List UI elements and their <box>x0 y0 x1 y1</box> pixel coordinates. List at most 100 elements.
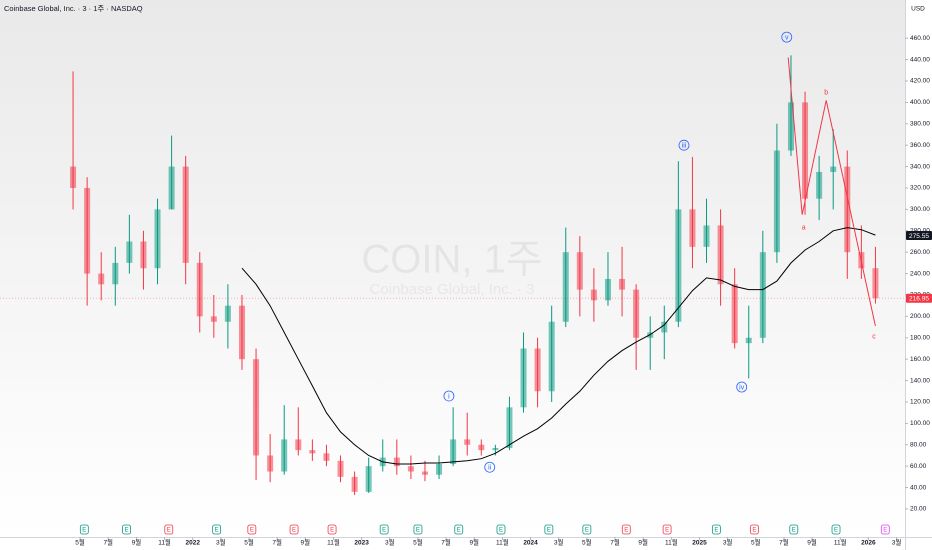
event-label: E <box>499 528 503 534</box>
candle-body <box>562 252 569 322</box>
x-tick-label: 3월 <box>385 538 395 547</box>
event-marker <box>379 524 389 535</box>
candle-body <box>196 262 203 317</box>
event-label: E <box>382 528 386 534</box>
candle-body <box>619 278 626 290</box>
axis-unit: USD <box>911 6 925 13</box>
x-tick-label: 11월 <box>158 538 171 547</box>
candle-body <box>731 284 738 344</box>
event-label: E <box>215 528 219 534</box>
candle-body <box>309 450 316 454</box>
event-marker <box>212 524 222 535</box>
x-tick-label: 11월 <box>834 538 847 547</box>
chart-title: Coinbase Global, Inc. · 3 · 1주 · NASDAQ <box>4 4 143 13</box>
x-tick-label: 5월 <box>244 538 254 547</box>
event-marker <box>831 524 841 535</box>
y-tick-label: 120.00 <box>910 399 930 406</box>
wave-label: b <box>824 89 828 96</box>
x-tick-label: 7월 <box>103 538 113 547</box>
candle-body <box>816 171 823 199</box>
y-tick-label: 280.00 <box>910 228 930 235</box>
y-tick-label: 460.00 <box>910 35 930 42</box>
candle-body <box>787 102 794 151</box>
candle-body <box>351 476 358 492</box>
x-tick-label: 2025 <box>692 540 707 547</box>
event-label: E <box>125 528 129 534</box>
price-marker-box <box>906 293 932 303</box>
event-label: E <box>834 528 838 534</box>
y-tick-label: 180.00 <box>910 334 930 341</box>
y-tick-label: 340.00 <box>910 163 930 170</box>
event-marker <box>247 524 257 535</box>
candle-body <box>689 209 696 247</box>
wave-label-circle <box>678 139 690 151</box>
x-tick-label: 7월 <box>272 538 282 547</box>
moving-average <box>241 227 876 465</box>
event-marker <box>662 524 672 535</box>
event-label: E <box>250 528 254 534</box>
x-tick-label: 11월 <box>665 538 678 547</box>
y-tick-label: 360.00 <box>910 142 930 149</box>
candle-body <box>323 453 330 461</box>
candle-body <box>421 471 428 475</box>
candle-body <box>759 252 766 338</box>
event-marker <box>454 524 464 535</box>
y-tick-label: 440.00 <box>910 56 930 63</box>
x-tick-label: 5월 <box>75 538 85 547</box>
candle-body <box>70 166 77 188</box>
event-label: E <box>752 528 756 534</box>
x-tick-label: 9월 <box>469 538 479 547</box>
candle-body <box>407 466 414 472</box>
candle-body <box>253 359 260 456</box>
x-tick-label: 7월 <box>441 538 451 547</box>
candle-body <box>506 407 513 448</box>
y-tick-label: 140.00 <box>910 377 930 384</box>
x-tick-label: 7월 <box>779 538 789 547</box>
y-tick-label: 380.00 <box>910 121 930 128</box>
event-label: E <box>416 528 420 534</box>
event-marker <box>880 524 890 535</box>
candle-body <box>464 439 471 445</box>
x-tick-label: 2026 <box>861 540 876 547</box>
event-label: E <box>457 528 461 534</box>
candle-body <box>703 225 710 247</box>
wave-label: v <box>785 34 789 41</box>
y-tick-label: 400.00 <box>910 99 930 106</box>
candle-body <box>576 252 583 290</box>
candle-body <box>112 262 119 285</box>
wave-line <box>787 57 876 327</box>
candle-body <box>337 460 344 477</box>
event-label: E <box>585 528 589 534</box>
x-tick-label: 5월 <box>413 538 423 547</box>
candle-body <box>492 447 499 451</box>
event-marker <box>749 524 759 535</box>
candle-body <box>478 444 485 451</box>
event-marker <box>79 524 89 535</box>
candle-body <box>126 241 133 263</box>
candle-body <box>830 166 837 172</box>
candle-body <box>675 209 682 322</box>
x-tick-label: 11월 <box>327 538 340 547</box>
x-tick-label: 3월 <box>216 538 226 547</box>
wave-label-circle <box>484 461 496 473</box>
x-tick-label: 2023 <box>354 540 369 547</box>
wave-label-circle <box>736 381 748 393</box>
candle-body <box>548 321 555 392</box>
wave-label: a <box>802 224 806 231</box>
wave-label: iv <box>739 384 745 391</box>
candle-body <box>633 289 640 338</box>
event-label: E <box>82 528 86 534</box>
candle-body <box>590 289 597 301</box>
price-marker-label: 216.95 <box>909 295 929 302</box>
candle-body <box>168 166 175 210</box>
candle-body <box>365 466 372 492</box>
watermark: COIN, 1주 <box>361 238 542 282</box>
candle-body <box>844 166 851 253</box>
event-marker <box>621 524 631 535</box>
y-tick-label: 160.00 <box>910 356 930 363</box>
y-tick-label: 40.00 <box>910 484 927 491</box>
wave-label: iii <box>682 143 687 150</box>
candle-body <box>604 278 611 301</box>
event-label: E <box>330 528 334 534</box>
y-tick-label: 300.00 <box>910 206 930 213</box>
